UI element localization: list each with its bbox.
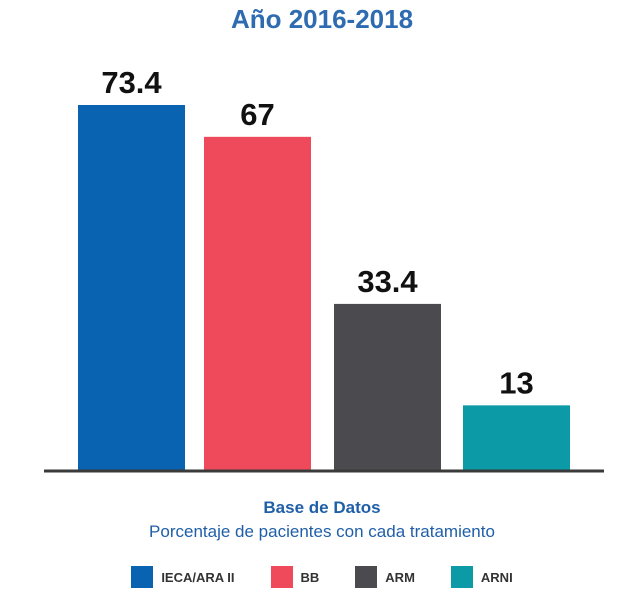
legend-label: IECA/ARA II: [161, 569, 235, 585]
legend-swatch: [355, 566, 378, 588]
data-label: 13: [499, 365, 533, 400]
bar-ieca-ara-ii: [78, 105, 185, 470]
legend-swatch: [450, 566, 473, 588]
legend-label: BB: [300, 569, 320, 585]
legend-item-arm: ARM: [355, 566, 415, 588]
chart-title: Año 2016-2018: [230, 4, 414, 34]
caption-title: Base de Datos: [263, 498, 381, 517]
legend: IECA/ARA II BB ARM ARNI: [0, 566, 644, 588]
legend-label: ARNI: [480, 569, 513, 585]
legend-swatch: [131, 566, 154, 588]
legend-item-ieca: IECA/ARA II: [131, 566, 235, 588]
bar-arm: [334, 303, 441, 470]
caption-subtitle: Porcentaje de pacientes con cada tratami…: [149, 522, 495, 541]
bar-bb: [204, 136, 311, 470]
data-label: 67: [240, 97, 274, 132]
legend-item-bb: BB: [270, 566, 320, 588]
bar-chart: 73.4 67 33.4 13: [44, 65, 604, 473]
legend-swatch: [270, 566, 293, 588]
legend-item-arni: ARNI: [450, 566, 513, 588]
data-label: 33.4: [357, 264, 418, 299]
legend-label: ARM: [385, 569, 415, 585]
bar-arni: [463, 405, 570, 470]
data-label: 73.4: [101, 65, 162, 100]
